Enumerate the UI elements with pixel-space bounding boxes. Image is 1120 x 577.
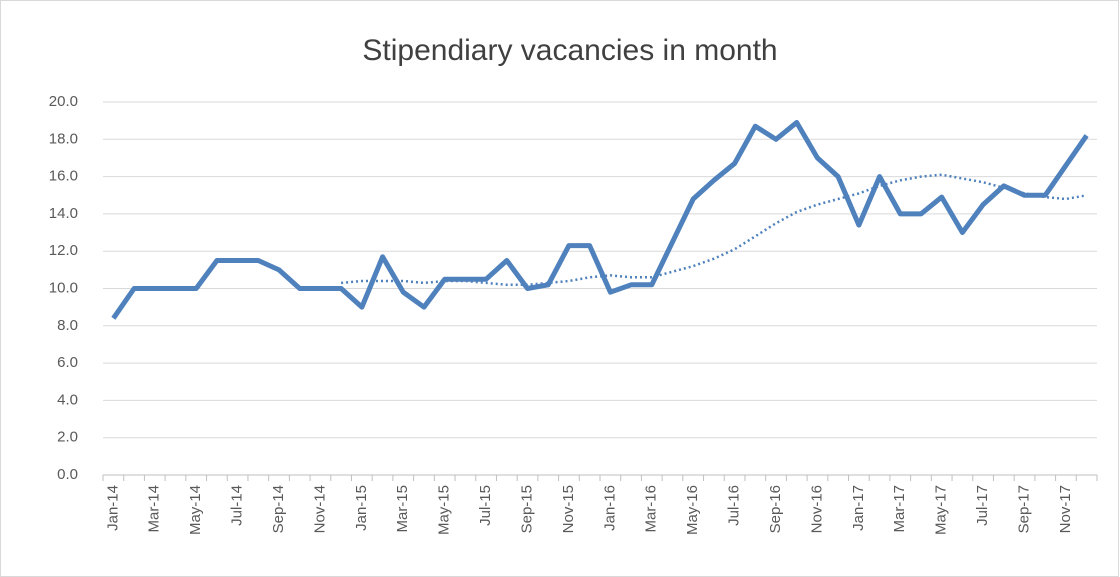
x-tick-label: Sep-17 [1015,485,1032,533]
chart-title: Stipendiary vacancies in month [362,34,777,67]
y-tick-label: 12.0 [49,242,78,259]
x-tick-label: Jan-14 [104,485,121,531]
x-tick-label: May-14 [187,485,204,535]
x-tick-label: Sep-14 [270,485,287,533]
line [111,120,1089,320]
x-tick-label: Nov-15 [560,485,577,533]
x-tick-label: Mar-17 [891,485,908,533]
y-tick-label: 2.0 [57,429,78,446]
trend-line [340,173,1087,287]
x-tick-label: Jan-15 [353,485,370,531]
x-tick-label: Nov-16 [808,485,825,533]
x-tick-label: Jul-15 [477,485,494,526]
x-tick-label: May-16 [684,485,701,535]
x-tick-label: Nov-17 [1057,485,1074,533]
x-tick-label: Jan-16 [601,485,618,531]
y-tick-label: 16.0 [49,168,78,185]
y-tick-label: 4.0 [57,391,78,408]
x-tick-label: Jan-17 [850,485,867,531]
y-tick-label: 6.0 [57,354,78,371]
y-tick-label: 18.0 [49,130,78,147]
x-tick-label: Nov-14 [311,485,328,533]
y-tick-label: 20.0 [49,93,78,110]
x-tick-label: Jul-14 [229,485,246,526]
y-tick-label: 14.0 [49,205,78,222]
y-tick-label: 8.0 [57,317,78,334]
x-tick-label: May-17 [933,485,950,535]
x-tick-label: Sep-15 [518,485,535,533]
y-tick-label: 0.0 [57,466,78,483]
x-tick-label: Mar-16 [643,485,660,533]
x-tick-label: Mar-15 [394,485,411,533]
y-tick-label: 10.0 [49,279,78,296]
x-tick-label: Sep-16 [767,485,784,533]
x-tick-label: Mar-14 [146,485,163,533]
x-tick-label: Jul-17 [974,485,991,526]
x-tick-label: May-15 [436,485,453,535]
x-tick-label: Jul-16 [726,485,743,526]
